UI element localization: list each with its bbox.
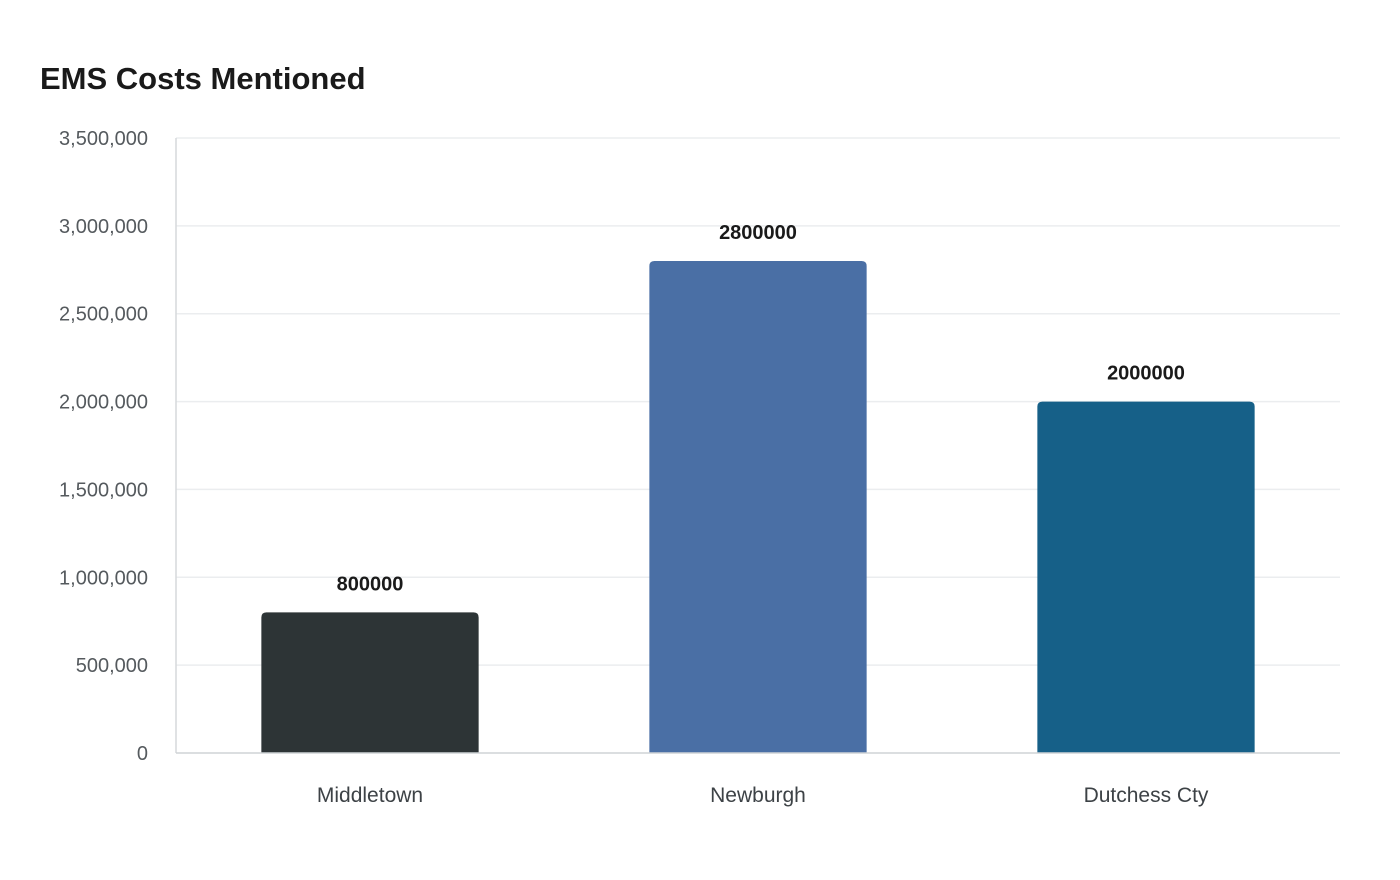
x-tick-label: Dutchess Cty (1084, 784, 1209, 807)
y-axis-ticks: 0 500,000 1,000,000 1,500,000 2,000,000 2,500… (59, 128, 148, 765)
y-tick-label: 3,000,000 (59, 216, 148, 238)
bar-middletown (261, 612, 479, 753)
data-label: 2800000 (719, 222, 797, 244)
y-tick-label: 1,000,000 (59, 567, 148, 589)
data-label: 800000 (337, 573, 404, 595)
y-tick-label: 1,500,000 (59, 479, 148, 501)
bars (261, 261, 1255, 753)
data-label: 2000000 (1107, 363, 1185, 385)
bar-newburgh (649, 261, 867, 753)
bar-dutchess-cty (1037, 401, 1255, 753)
y-tick-label: 3,500,000 (59, 128, 148, 150)
x-tick-label: Newburgh (710, 784, 806, 807)
y-tick-label: 2,500,000 (59, 304, 148, 326)
y-tick-label: 0 (137, 743, 148, 765)
y-tick-label: 2,000,000 (59, 392, 148, 414)
x-axis-ticks: Middletown Newburgh Dutchess Cty (317, 784, 1209, 807)
data-labels: 800000 2800000 2000000 (337, 222, 1185, 595)
chart-title: EMS Costs Mentioned (40, 61, 366, 96)
x-tick-label: Middletown (317, 784, 423, 807)
y-tick-label: 500,000 (76, 655, 148, 677)
